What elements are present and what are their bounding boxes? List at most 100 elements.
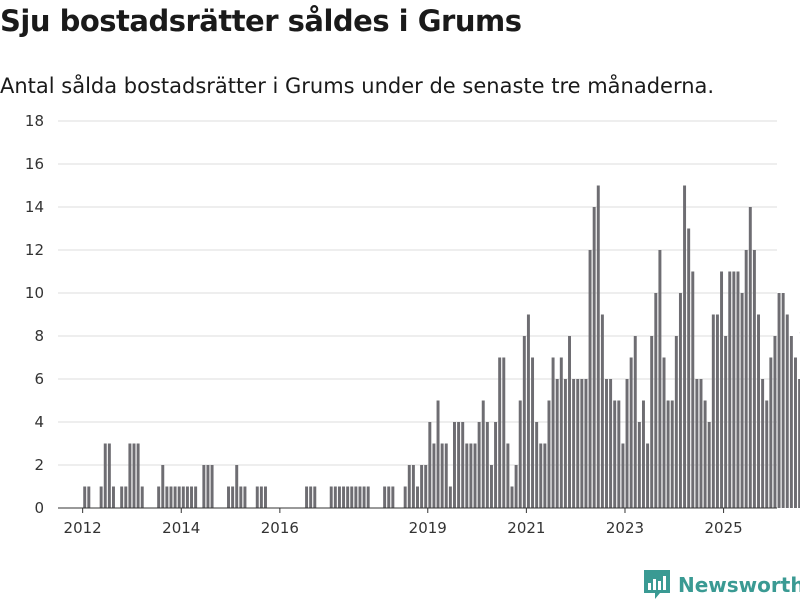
bars [83, 185, 800, 508]
axes: 0 2 4 6 8 10 12 14 16 18 2012 2014 2016 2019 2021 2023 2… [25, 112, 777, 537]
bar [625, 379, 629, 508]
bar [584, 379, 588, 508]
bar [239, 486, 243, 508]
bar [785, 314, 789, 508]
bar [789, 336, 793, 508]
bar [777, 293, 781, 508]
bar [120, 486, 124, 508]
bar [83, 486, 87, 508]
bar [354, 486, 358, 508]
bar [576, 379, 580, 508]
bar [605, 379, 608, 508]
bar [231, 486, 235, 508]
bar [646, 443, 650, 508]
bar [173, 486, 177, 508]
bar [206, 465, 210, 508]
last-value-label: 7 [799, 329, 800, 348]
bar [362, 486, 366, 508]
bar [136, 443, 140, 508]
bar [531, 357, 535, 508]
bar [169, 486, 173, 508]
bar [592, 207, 596, 508]
bar [202, 465, 206, 508]
bar [411, 465, 415, 508]
x-tick-label: 2014 [162, 519, 200, 537]
bar [740, 293, 744, 508]
bar [736, 271, 740, 508]
bar [683, 185, 687, 508]
x-tick-label: 2016 [261, 519, 299, 537]
bar [703, 400, 707, 508]
y-tick-label: 0 [34, 499, 44, 517]
bar [522, 336, 526, 508]
bar [572, 379, 576, 508]
x-tick-label: 2023 [606, 519, 644, 537]
bar [342, 486, 346, 508]
bar [407, 465, 411, 508]
bar [678, 293, 682, 508]
bar [469, 443, 473, 508]
bar [526, 314, 530, 508]
bar [707, 422, 711, 508]
brand-name: Newsworthy [678, 573, 800, 597]
x-tick-label: 2025 [704, 519, 742, 537]
bar [428, 422, 432, 508]
bar [728, 271, 732, 508]
bar [448, 486, 452, 508]
bar [687, 228, 691, 508]
bar [416, 486, 419, 508]
bar [494, 422, 498, 508]
bar [600, 314, 604, 508]
bar [761, 379, 765, 508]
bar [329, 486, 333, 508]
bar [798, 379, 800, 508]
bar [140, 486, 144, 508]
bar [473, 443, 477, 508]
bar [695, 379, 699, 508]
bar [506, 443, 510, 508]
bar [383, 486, 387, 508]
bar [752, 250, 756, 508]
y-tick-label: 10 [25, 284, 44, 302]
bar [453, 422, 456, 508]
y-tick-label: 6 [34, 370, 44, 388]
y-tick-label: 16 [25, 155, 44, 173]
bar [243, 486, 247, 508]
bar [613, 400, 617, 508]
bar [99, 486, 103, 508]
bar [794, 357, 797, 508]
bar [568, 336, 571, 508]
bar [502, 357, 506, 508]
bar [555, 379, 559, 508]
bar [539, 443, 543, 508]
bar [190, 486, 194, 508]
chart-title: Sju bostadsrätter såldes i Grums [0, 4, 522, 38]
y-tick-label: 8 [34, 327, 44, 345]
bar [457, 422, 461, 508]
bar [514, 465, 518, 508]
bar [489, 465, 493, 508]
bar [563, 379, 567, 508]
bar [699, 379, 703, 508]
bar [641, 400, 645, 508]
bar [551, 357, 555, 508]
newsworthy-logo-icon [644, 570, 670, 599]
bar [333, 486, 337, 508]
bar [769, 357, 773, 508]
bar [609, 379, 613, 508]
bar [748, 207, 752, 508]
y-tick-label: 14 [25, 198, 44, 216]
bar [444, 443, 448, 508]
bar [477, 422, 481, 508]
bar [181, 486, 185, 508]
bar [662, 357, 666, 508]
bar [259, 486, 263, 508]
bar [210, 465, 214, 508]
bar [440, 443, 444, 508]
bar [420, 465, 424, 508]
bar [535, 422, 539, 508]
bar [666, 400, 670, 508]
bar [177, 486, 181, 508]
bar [510, 486, 514, 508]
